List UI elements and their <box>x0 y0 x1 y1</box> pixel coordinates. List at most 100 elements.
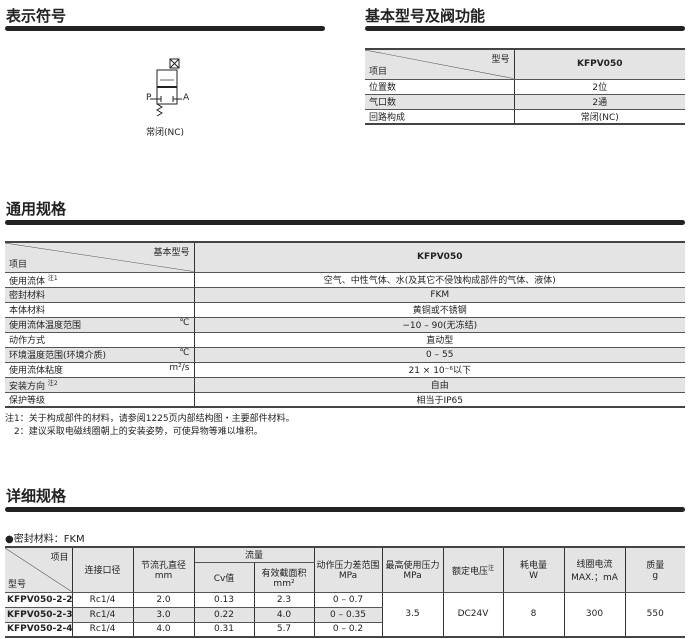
row-label: 气口数 <box>365 94 515 110</box>
row-label: 本体材料 <box>5 302 195 318</box>
table-row: 动作方式 直动型 <box>5 332 685 348</box>
model-cell: KFPV050-2-30 <box>5 607 73 623</box>
header-orifice: 节流孔直径 mm <box>133 546 195 593</box>
table-row: 位置数 2位 <box>365 79 685 95</box>
header-area: 有效截面积 mm² <box>254 562 315 593</box>
row-value: 常闭(NC) <box>514 109 685 125</box>
area-cell: 5.7 <box>254 622 315 638</box>
row-value: 相当于IP65 <box>194 392 685 408</box>
row-value: 2通 <box>514 94 685 110</box>
header-voltage: 额定电压注 <box>443 546 504 593</box>
cv-cell: 0.13 <box>194 592 255 608</box>
mass-cell: 550 <box>625 592 685 638</box>
table-row: 本体材料 黄铜或不锈钢 <box>5 302 685 318</box>
orifice-cell: 3.0 <box>133 607 195 623</box>
row-label: 位置数 <box>365 79 515 95</box>
cv-cell: 0.22 <box>194 607 255 623</box>
header-item-label: 项目 <box>50 553 69 563</box>
header-mass: 质量 g <box>625 546 685 593</box>
section-title-basic: 基本型号及阀功能 <box>365 7 486 25</box>
section-divider <box>5 220 685 225</box>
port-cell: Rc1/4 <box>72 622 134 638</box>
section-title-symbol: 表示符号 <box>6 7 67 25</box>
section-title-detail: 详细规格 <box>6 487 67 505</box>
power-cell: 8 <box>503 592 565 638</box>
row-label: 动作方式 <box>5 332 195 348</box>
header-model-label: 型号 <box>8 579 27 590</box>
row-unit: ℃ <box>179 318 190 328</box>
current-cell: 300 <box>564 592 626 638</box>
header-port: 连接口径 <box>72 546 134 593</box>
row-unit: m²/s <box>169 363 190 373</box>
model-cell: KFPV050-2-20 <box>5 592 73 608</box>
row-value: 黄铜或不锈钢 <box>194 302 685 318</box>
diff-cell: 0 – 0.35 <box>314 607 383 623</box>
valve-symbol-icon <box>150 58 182 117</box>
model-header: KFPV050 <box>194 241 685 273</box>
table-row: KFPV050-2-40 Rc1/4 4.0 0.31 5.7 0 – 0.2 <box>5 622 685 638</box>
header-item-label: 项目 <box>9 259 28 270</box>
cv-cell: 0.31 <box>194 622 255 638</box>
header-item-label: 项目 <box>369 66 388 77</box>
row-value: −10 – 90(无冻结) <box>194 317 685 333</box>
row-value: 空气、中性气体、水(及其它不侵蚀构成部件的气体、液体) <box>194 272 685 288</box>
table-row: 气口数 2通 <box>365 94 685 110</box>
detail-spec-table: 项目 型号 连接口径 节流孔直径 mm 流量 动作压力差范围 MPa 最高使用压力 M… <box>5 546 685 638</box>
header-model-label: 基本型号 <box>153 248 190 258</box>
section-divider <box>365 26 685 31</box>
seal-material-subtitle: ●密封材料：FKM <box>5 534 85 545</box>
general-spec-table: 基本型号 项目 KFPV050 使用流体 注1 空气、中性气体、水(及其它不侵蚀构… <box>5 241 685 408</box>
port-p-label: P <box>146 93 152 103</box>
orifice-cell: 4.0 <box>133 622 195 638</box>
table-row: 回路构成 常闭(NC) <box>365 109 685 125</box>
header-flow: 流量 <box>194 546 315 563</box>
row-value: 2位 <box>514 79 685 95</box>
header-maxp: 最高使用压力 MPa <box>382 546 444 593</box>
port-cell: Rc1/4 <box>72 607 134 623</box>
table-row: 密封材料 FKM <box>5 287 685 303</box>
row-value: 自由 <box>194 377 685 393</box>
model-header: KFPV050 <box>514 48 685 80</box>
header-current: 线圈电流 MAX.；mA <box>564 546 626 593</box>
row-label: 使用流体粘度 m²/s <box>5 362 195 378</box>
orifice-cell: 2.0 <box>133 592 195 608</box>
row-value: 21 × 10⁻⁶以下 <box>194 362 685 378</box>
row-label: 使用流体 注1 <box>5 272 195 288</box>
port-cell: Rc1/4 <box>72 592 134 608</box>
header-diagonal-cell: 项目 型号 <box>5 546 73 593</box>
table-row: 使用流体粘度 m²/s 21 × 10⁻⁶以下 <box>5 362 685 378</box>
table-row: 使用流体 注1 空气、中性气体、水(及其它不侵蚀构成部件的气体、液体) <box>5 272 685 288</box>
header-diff: 动作压力差范围 MPa <box>314 546 383 593</box>
voltage-cell: DC24V <box>443 592 504 638</box>
footnote-2: 2：建议采取电磁线圈朝上的安装姿势，可使异物等难以堆积。 <box>14 427 263 437</box>
table-row: KFPV050-2-30 Rc1/4 3.0 0.22 4.0 0 – 0.35 <box>5 607 685 623</box>
section-divider <box>5 26 325 31</box>
table-row: 环境温度范围(环境介质) ℃ 0 – 55 <box>5 347 685 363</box>
row-label: 环境温度范围(环境介质) ℃ <box>5 347 195 363</box>
row-label: 使用流体温度范围 ℃ <box>5 317 195 333</box>
maxp-cell: 3.5 <box>382 592 444 638</box>
row-label: 密封材料 <box>5 287 195 303</box>
row-value: 0 – 55 <box>194 347 685 363</box>
header-model-label: 型号 <box>491 55 510 65</box>
symbol-caption: 常闭(NC) <box>146 128 185 138</box>
table-row: 安装方向 注2 自由 <box>5 377 685 393</box>
row-label: 安装方向 注2 <box>5 377 195 393</box>
header-cv: Cv值 <box>194 562 255 593</box>
diff-cell: 0 – 0.7 <box>314 592 383 608</box>
model-cell: KFPV050-2-40 <box>5 622 73 638</box>
section-title-general: 通用规格 <box>6 200 67 218</box>
row-value: FKM <box>194 287 685 303</box>
row-label: 回路构成 <box>365 109 515 125</box>
header-diagonal-cell: 型号 项目 <box>365 48 515 80</box>
diff-cell: 0 – 0.2 <box>314 622 383 638</box>
table-row: 保护等级 相当于IP65 <box>5 392 685 408</box>
table-row: KFPV050-2-20 Rc1/4 2.0 0.13 2.3 0 – 0.7 3.5 DC2… <box>5 592 685 638</box>
row-label: 保护等级 <box>5 392 195 408</box>
section-divider <box>5 507 685 512</box>
table-row: 使用流体温度范围 ℃ −10 – 90(无冻结) <box>5 317 685 333</box>
area-cell: 4.0 <box>254 607 315 623</box>
header-diagonal-cell: 基本型号 项目 <box>5 241 195 273</box>
basic-function-table: 型号 项目 KFPV050 位置数 2位 气口数 2通 回路构成 常闭(NC) <box>365 48 685 125</box>
port-a-label: A <box>183 93 190 103</box>
